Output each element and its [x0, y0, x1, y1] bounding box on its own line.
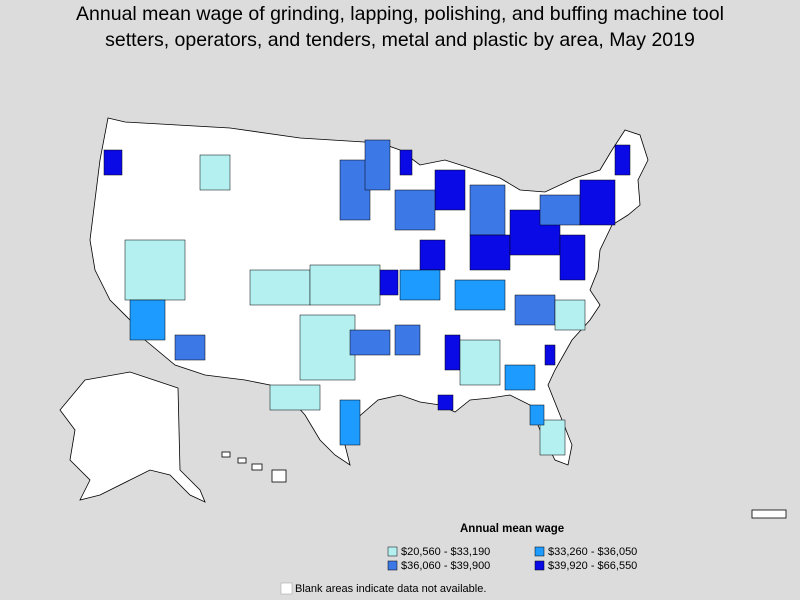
area [614, 144, 631, 176]
area [419, 239, 446, 271]
hawaii [221, 451, 287, 483]
legend: Annual mean wage $20,560 - $33,190 $33,26… [387, 523, 637, 572]
area [299, 314, 356, 381]
wage-areas [103, 139, 631, 456]
legend-label: $36,060 - $39,900 [401, 560, 490, 572]
area [174, 334, 206, 361]
area [249, 269, 311, 306]
map [59, 117, 787, 519]
area [399, 269, 441, 301]
note: Blank areas indicate data not available. [295, 583, 486, 595]
area [434, 169, 466, 211]
area [529, 404, 545, 426]
legend-swatch [387, 546, 398, 557]
legend-swatch [534, 560, 545, 571]
area [394, 324, 421, 356]
legend-swatch [387, 560, 398, 571]
area [459, 339, 501, 386]
island [221, 451, 231, 458]
area [544, 344, 556, 366]
map-title-line: setters, operators, and tenders, metal a… [105, 29, 695, 51]
alaska [59, 371, 206, 503]
legend-title: Annual mean wage [460, 523, 564, 535]
area [349, 329, 391, 356]
puerto-rico [751, 509, 787, 519]
area [444, 334, 461, 371]
blank-swatch [280, 582, 293, 595]
island [271, 469, 287, 483]
legend-label: $20,560 - $33,190 [401, 546, 490, 558]
area [469, 234, 511, 271]
area [309, 264, 381, 306]
area [514, 294, 556, 326]
area [364, 139, 391, 191]
area [269, 384, 321, 411]
area [129, 299, 166, 341]
area [579, 179, 616, 226]
area [399, 149, 413, 176]
area [504, 364, 536, 391]
legend-label: $39,920 - $66,550 [548, 560, 637, 572]
legend-swatch [534, 546, 545, 557]
area [124, 239, 186, 301]
area [394, 189, 436, 231]
island [251, 463, 263, 471]
area [554, 299, 586, 331]
area [539, 419, 566, 456]
island [237, 457, 247, 464]
legend-label: $33,260 - $36,050 [548, 546, 637, 558]
map-title-line: Annual mean wage of grinding, lapping, p… [76, 3, 724, 25]
area [454, 279, 506, 311]
area [539, 194, 581, 226]
area [339, 399, 361, 446]
area [379, 269, 399, 296]
area [103, 149, 123, 176]
area [199, 154, 231, 191]
area [559, 234, 586, 281]
area [469, 184, 506, 236]
area [437, 394, 454, 411]
